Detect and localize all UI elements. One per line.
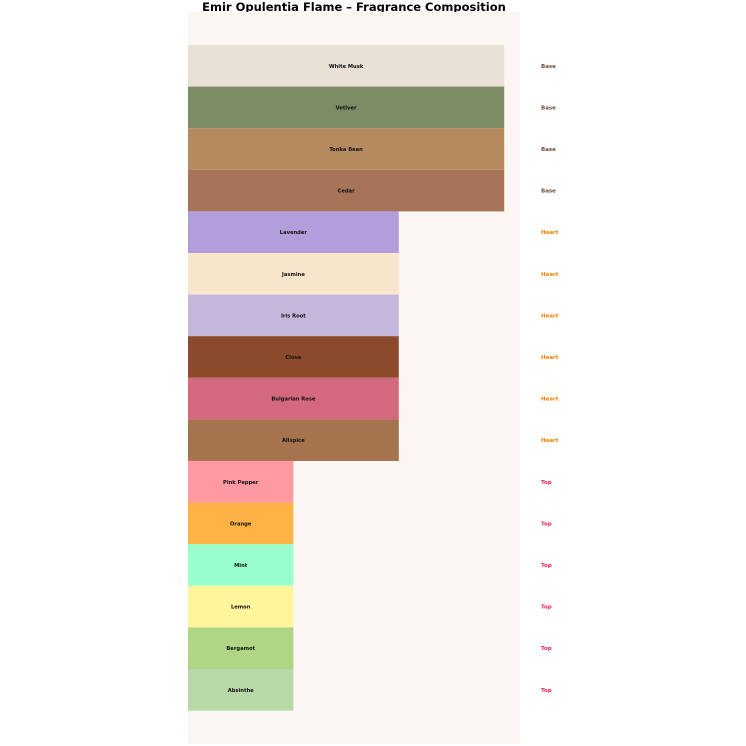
bar-bulgarian-rose	[188, 377, 399, 420]
bar-label: Mint	[234, 563, 248, 569]
bar-absinthe	[188, 669, 294, 711]
tier-label: Heart	[541, 355, 559, 361]
tier-label: Top	[541, 605, 552, 611]
bar-tonka-bean	[188, 128, 505, 170]
tier-label: Heart	[541, 438, 559, 444]
bar-label: Bulgarian Rose	[271, 397, 316, 403]
bar-label: Lavender	[280, 230, 308, 236]
chart-title: Emir Opulentia Flame – Fragrance Composi…	[202, 0, 506, 14]
bar-bergamot	[188, 627, 294, 669]
bar-white-musk	[188, 45, 505, 87]
bar-label: Pink Pepper	[223, 480, 259, 486]
bar-label: Orange	[230, 521, 252, 527]
tier-label: Top	[541, 646, 552, 652]
bar-pink-pepper	[188, 461, 294, 503]
bar-label: Absinthe	[228, 688, 254, 694]
tier-label: Heart	[541, 230, 559, 236]
bar-label: Iris Root	[281, 313, 306, 319]
tier-label: Top	[541, 521, 552, 527]
tier-label: Base	[541, 147, 556, 153]
tier-label: Top	[541, 563, 552, 569]
bar-label: Jasmine	[281, 272, 305, 278]
bar-label: Bergamot	[226, 646, 255, 652]
bar-lavender	[188, 211, 399, 253]
bar-label: Cedar	[338, 189, 356, 195]
tier-label: Base	[541, 105, 556, 111]
bar-lemon	[188, 585, 294, 628]
tier-label: Base	[541, 64, 556, 70]
bar-mint	[188, 544, 294, 586]
bar-vetiver	[188, 86, 505, 129]
tier-label: Top	[541, 688, 552, 694]
tier-label: Top	[541, 480, 552, 486]
tier-label: Heart	[541, 313, 559, 319]
bar-clove	[188, 336, 399, 378]
bar-label: Tonka Bean	[329, 147, 363, 153]
tier-label: Base	[541, 189, 556, 195]
bar-label: Vetiver	[336, 105, 357, 111]
bar-jasmine	[188, 253, 399, 295]
bar-iris-root	[188, 294, 399, 337]
bar-label: Clove	[285, 355, 302, 361]
tier-label: Heart	[541, 272, 559, 278]
bar-label: Lemon	[231, 605, 251, 611]
bar-label: White Musk	[329, 64, 364, 70]
tier-label: Heart	[541, 397, 559, 403]
bar-allspice	[188, 419, 399, 461]
bar-label: Allspice	[282, 438, 305, 444]
bar-cedar	[188, 169, 505, 212]
bar-orange	[188, 502, 294, 545]
